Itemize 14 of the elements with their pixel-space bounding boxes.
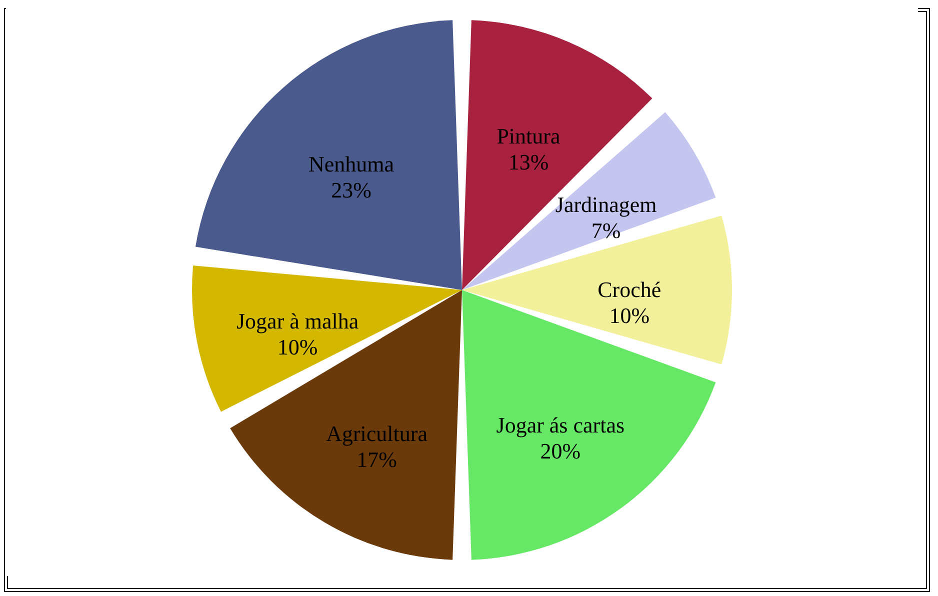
slice-label: Pintura bbox=[496, 123, 560, 148]
data-label: 20% bbox=[540, 438, 581, 464]
slice-label: Jogar ás cartas bbox=[496, 412, 625, 438]
slice-label: Jogar à malha bbox=[236, 308, 359, 334]
data-label: 10% bbox=[277, 334, 318, 360]
slice-label: Nenhuma bbox=[308, 151, 394, 176]
slice-label: Jardinagem bbox=[555, 192, 657, 217]
data-label: 13% bbox=[508, 149, 549, 174]
data-label: 17% bbox=[356, 447, 397, 472]
slice-label: Agricultura bbox=[326, 421, 428, 446]
data-label: 23% bbox=[331, 177, 372, 202]
data-label: 10% bbox=[609, 303, 650, 328]
slice-label: Croché bbox=[598, 277, 662, 302]
data-label: 7% bbox=[591, 218, 621, 243]
